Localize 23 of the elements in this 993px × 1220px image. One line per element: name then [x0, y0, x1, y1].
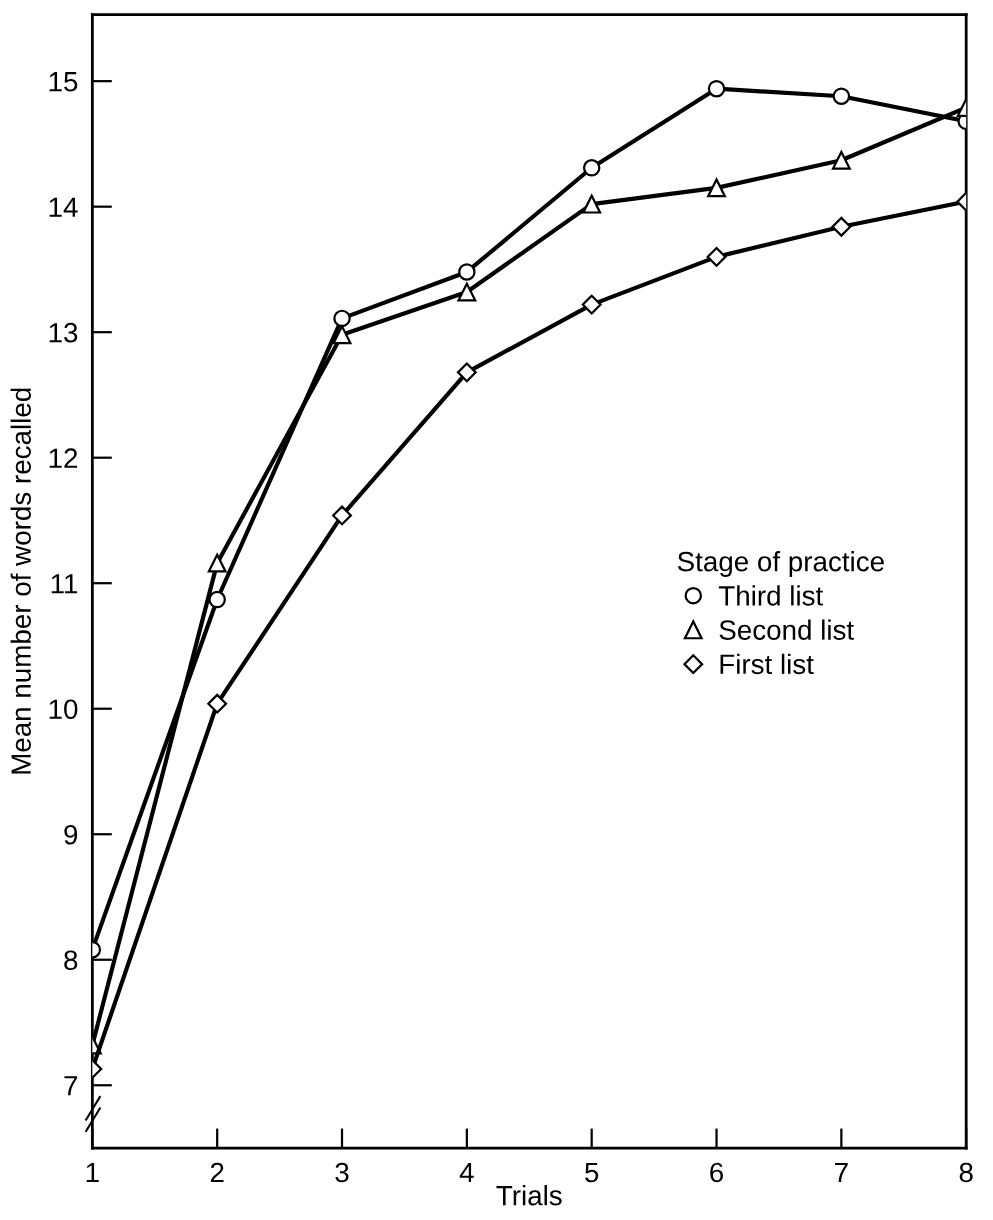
y-tick-label: 13	[49, 322, 78, 343]
x-tick-label: 6	[710, 1162, 724, 1183]
y-tick-label: 15	[49, 72, 78, 92]
y-tick-label: 14	[49, 197, 78, 217]
legend-label: Second list	[719, 619, 854, 640]
y-tick-label: 12	[49, 448, 78, 468]
x-tick-label: 5	[585, 1162, 599, 1183]
legend-label: First list	[720, 653, 814, 675]
y-tick-label: 9	[64, 824, 78, 845]
x-tick-label: 4	[459, 1162, 474, 1183]
x-axis-title: Trials	[496, 1185, 562, 1206]
x-tick-label: 7	[835, 1162, 848, 1183]
x-tick-label: 1	[86, 1162, 99, 1183]
legend-label: Third list	[718, 585, 824, 606]
y-tick-label: 8	[64, 950, 78, 971]
y-axis-title: Mean number of words recalled	[10, 388, 31, 774]
y-tick-label: 11	[51, 574, 78, 594]
x-tick-label: 3	[335, 1162, 349, 1183]
y-tick-label: 7	[64, 1076, 78, 1096]
legend-title: Stage of practice	[677, 551, 884, 577]
y-tick-label: 10	[49, 699, 78, 720]
x-tick-label: 2	[210, 1162, 224, 1183]
x-tick-label: 8	[959, 1162, 973, 1183]
